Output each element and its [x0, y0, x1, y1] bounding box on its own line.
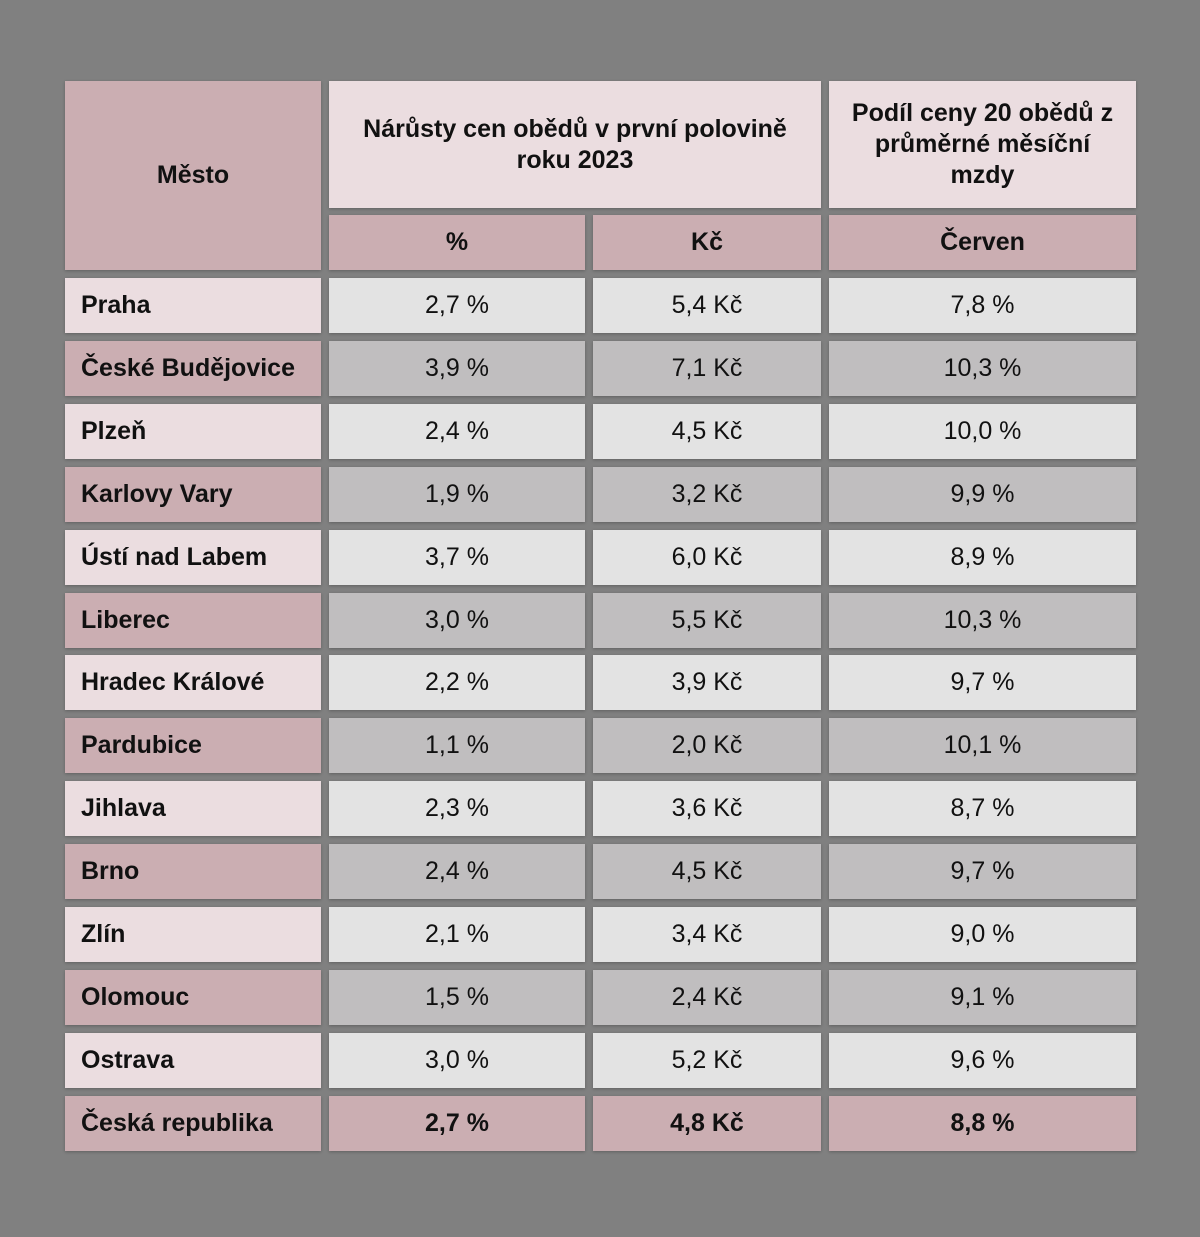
row-percent: 3,0 %: [329, 593, 585, 648]
row-june: 9,0 %: [829, 907, 1136, 962]
row-city: Pardubice: [65, 718, 321, 773]
row-czk: 5,4 Kč: [593, 278, 821, 333]
header-percent: %: [329, 215, 585, 270]
row-percent: 1,5 %: [329, 970, 585, 1025]
header-city: Město: [65, 81, 321, 270]
row-june: 10,3 %: [829, 593, 1136, 648]
row-city: Liberec: [65, 593, 321, 648]
row-percent: 1,9 %: [329, 467, 585, 522]
total-row-czk: 4,8 Kč: [593, 1096, 821, 1151]
row-city: České Budějovice: [65, 341, 321, 396]
row-czk: 4,5 Kč: [593, 404, 821, 459]
row-city: Plzeň: [65, 404, 321, 459]
row-june: 9,6 %: [829, 1033, 1136, 1088]
header-czk: Kč: [593, 215, 821, 270]
row-city: Ostrava: [65, 1033, 321, 1088]
row-city: Brno: [65, 844, 321, 899]
row-czk: 3,9 Kč: [593, 655, 821, 710]
row-city: Zlín: [65, 907, 321, 962]
row-june: 10,3 %: [829, 341, 1136, 396]
row-city: Praha: [65, 278, 321, 333]
row-june: 9,9 %: [829, 467, 1136, 522]
header-june: Červen: [829, 215, 1136, 270]
row-czk: 2,0 Kč: [593, 718, 821, 773]
total-row-june: 8,8 %: [829, 1096, 1136, 1151]
row-city: Jihlava: [65, 781, 321, 836]
row-june: 7,8 %: [829, 278, 1136, 333]
row-czk: 4,5 Kč: [593, 844, 821, 899]
header-increase-group: Nárůsty cen obědů v první polovině roku …: [329, 81, 821, 208]
row-czk: 7,1 Kč: [593, 341, 821, 396]
row-czk: 2,4 Kč: [593, 970, 821, 1025]
row-city: Olomouc: [65, 970, 321, 1025]
row-percent: 2,7 %: [329, 278, 585, 333]
row-percent: 2,3 %: [329, 781, 585, 836]
row-czk: 3,2 Kč: [593, 467, 821, 522]
total-row-city: Česká republika: [65, 1096, 321, 1151]
row-czk: 3,4 Kč: [593, 907, 821, 962]
row-city: Ústí nad Labem: [65, 530, 321, 585]
row-percent: 2,4 %: [329, 844, 585, 899]
row-june: 9,7 %: [829, 655, 1136, 710]
row-percent: 1,1 %: [329, 718, 585, 773]
row-june: 10,0 %: [829, 404, 1136, 459]
row-june: 8,7 %: [829, 781, 1136, 836]
row-june: 10,1 %: [829, 718, 1136, 773]
row-percent: 3,9 %: [329, 341, 585, 396]
row-czk: 5,2 Kč: [593, 1033, 821, 1088]
row-city: Hradec Králové: [65, 655, 321, 710]
row-percent: 2,4 %: [329, 404, 585, 459]
row-percent: 2,1 %: [329, 907, 585, 962]
total-row-percent: 2,7 %: [329, 1096, 585, 1151]
row-city: Karlovy Vary: [65, 467, 321, 522]
row-june: 9,1 %: [829, 970, 1136, 1025]
row-percent: 2,2 %: [329, 655, 585, 710]
row-czk: 6,0 Kč: [593, 530, 821, 585]
header-share-group: Podíl ceny 20 obědů z průměrné měsíční m…: [829, 81, 1136, 208]
row-june: 8,9 %: [829, 530, 1136, 585]
row-percent: 3,7 %: [329, 530, 585, 585]
row-percent: 3,0 %: [329, 1033, 585, 1088]
row-june: 9,7 %: [829, 844, 1136, 899]
row-czk: 3,6 Kč: [593, 781, 821, 836]
row-czk: 5,5 Kč: [593, 593, 821, 648]
